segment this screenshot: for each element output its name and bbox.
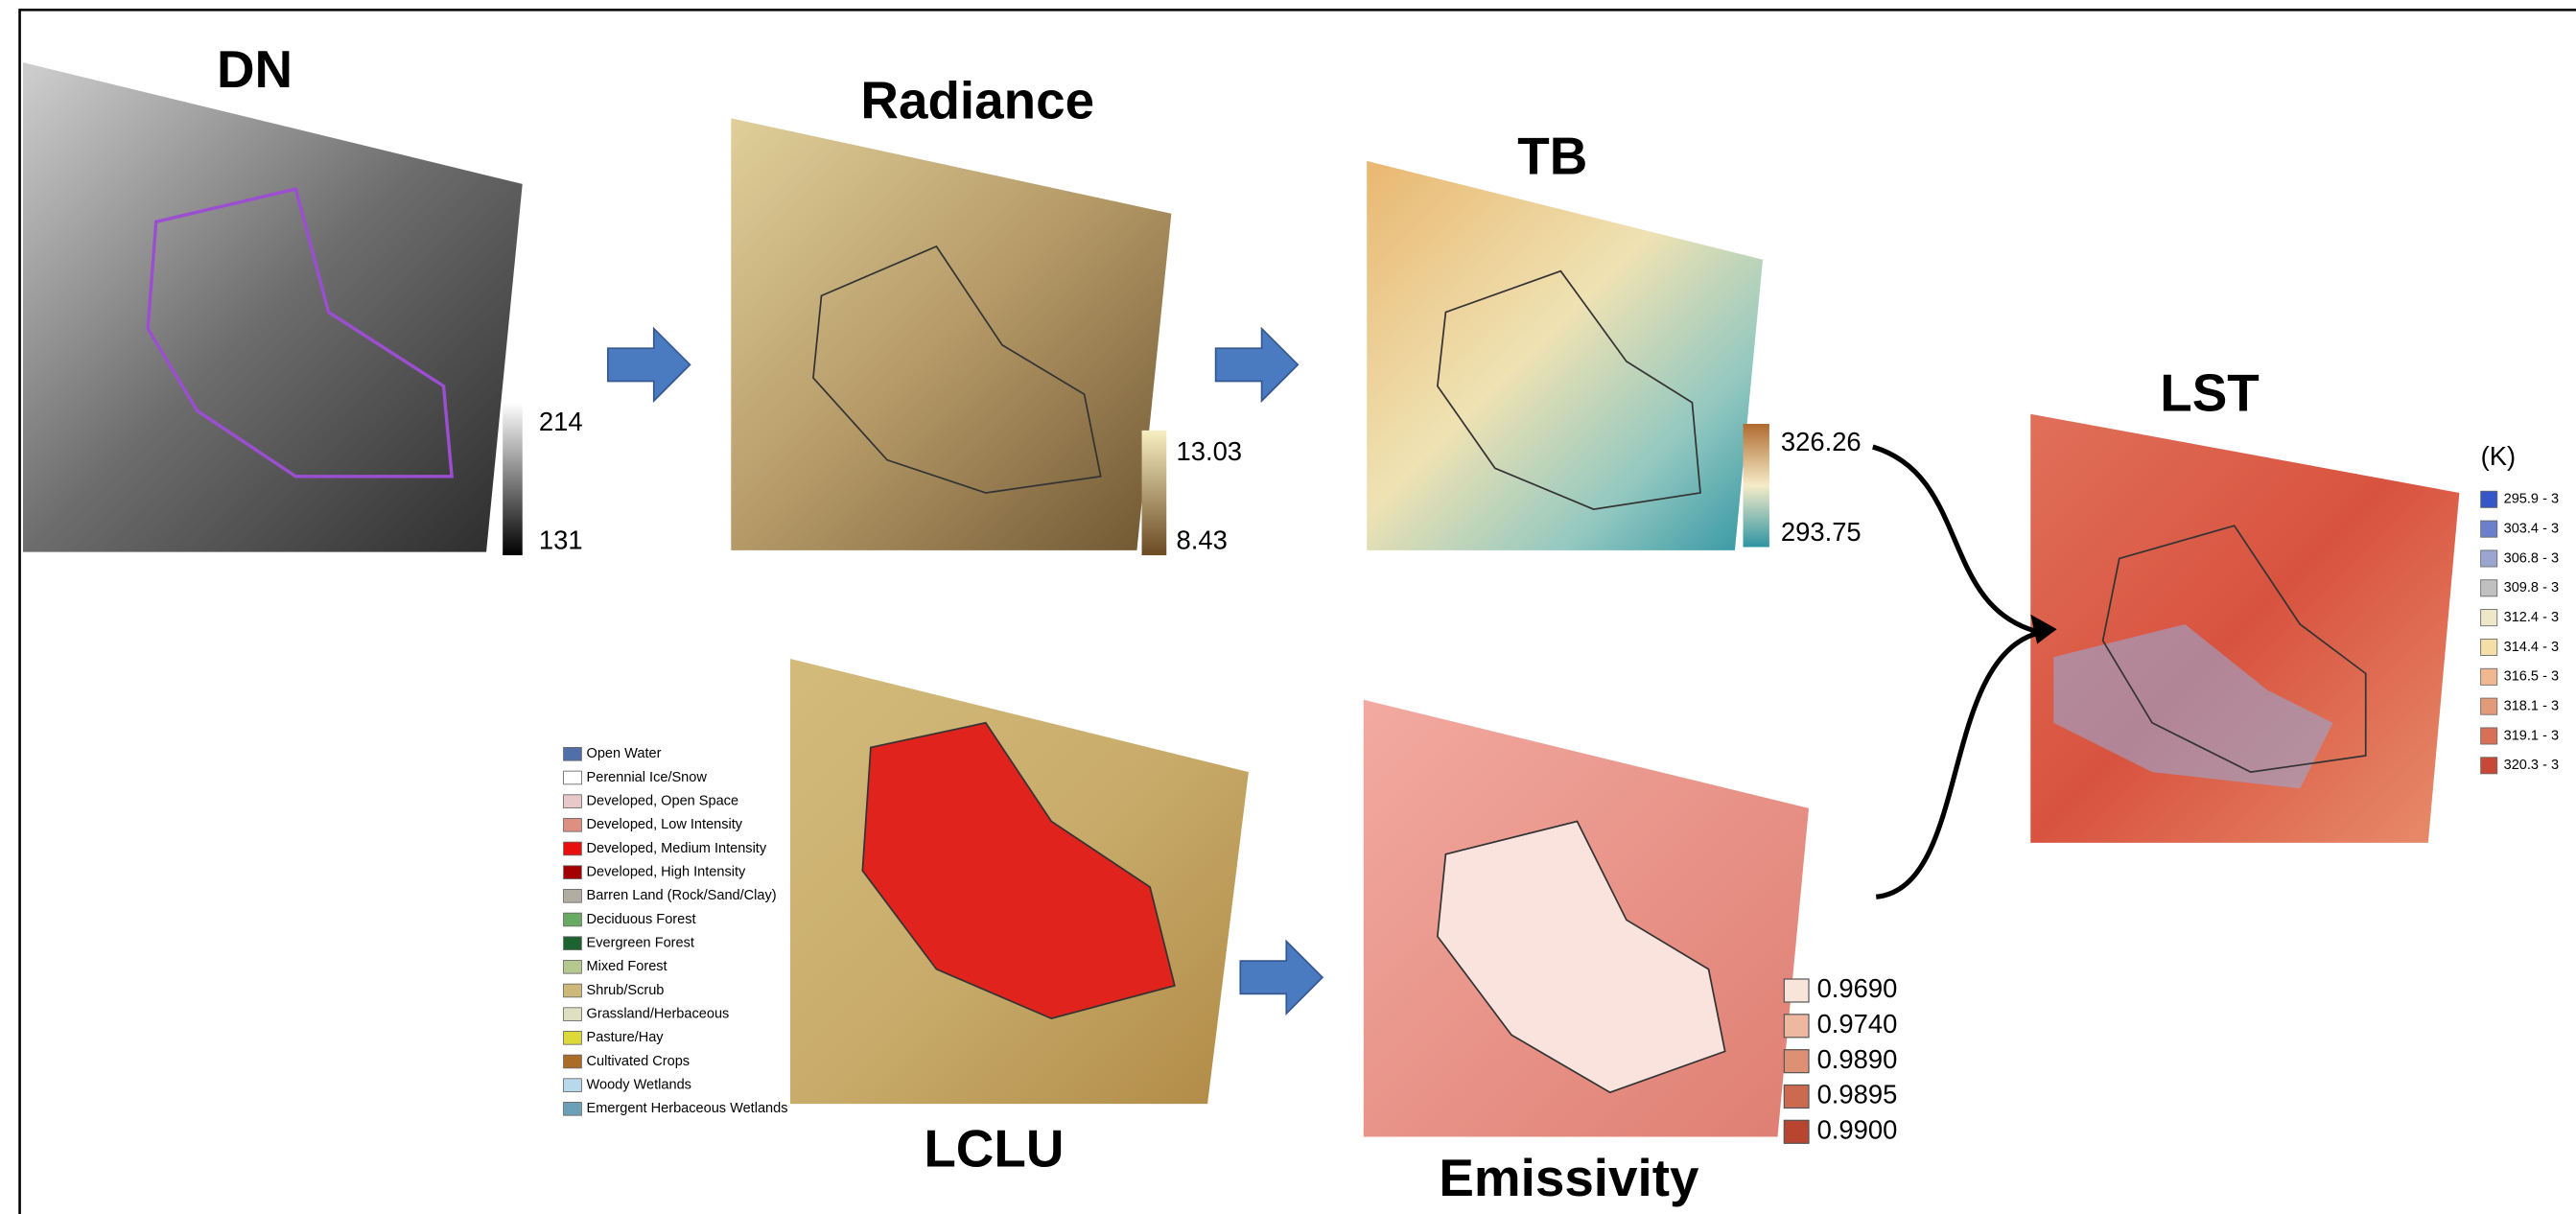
legend-label: 0.9890 xyxy=(1817,1044,1898,1074)
legend-label: 306.8 - 3 xyxy=(2504,550,2559,566)
panel-title: DN xyxy=(217,39,293,99)
legend-label: 214 xyxy=(539,407,583,436)
legend-swatch xyxy=(564,818,582,831)
legend-swatch xyxy=(564,866,582,879)
legend-unit: (K) xyxy=(2481,441,2517,471)
legend-label: Evergreen Forest xyxy=(587,935,694,950)
legend-label: Grassland/Herbaceous xyxy=(587,1006,730,1021)
legend-label: 131 xyxy=(539,525,583,555)
legend-label: Deciduous Forest xyxy=(587,912,696,927)
legend-label: Open Water xyxy=(587,746,662,761)
legend-label: 0.9690 xyxy=(1817,973,1898,1003)
legend-swatch xyxy=(564,1102,582,1115)
legend-swatch xyxy=(564,937,582,950)
legend-label: 293.75 xyxy=(1781,517,1862,547)
curve-arrow xyxy=(1876,633,2040,898)
radiance-colorbar xyxy=(1142,431,1167,555)
legend-swatch xyxy=(2481,668,2497,685)
legend-swatch xyxy=(1784,1120,1809,1143)
legend-swatch xyxy=(2481,758,2497,774)
legend-label: 319.1 - 3 xyxy=(2504,728,2559,743)
legend-swatch xyxy=(2481,610,2497,626)
legend-label: Developed, Open Space xyxy=(587,793,739,808)
legend-label: Mixed Forest xyxy=(587,959,667,974)
legend-swatch xyxy=(2481,521,2497,537)
legend-label: 316.5 - 3 xyxy=(2504,669,2559,685)
legend-swatch xyxy=(564,795,582,808)
legend-label: Developed, High Intensity xyxy=(587,864,746,879)
legend-label: 326.26 xyxy=(1781,427,1862,456)
legend-label: 309.8 - 3 xyxy=(2504,580,2559,595)
legend-swatch xyxy=(2481,491,2497,507)
legend-swatch xyxy=(2481,550,2497,567)
legend-label: 0.9900 xyxy=(1817,1115,1898,1145)
legend-swatch xyxy=(564,960,582,973)
arrow xyxy=(1240,942,1323,1014)
legend-swatch xyxy=(564,842,582,855)
legend-swatch xyxy=(564,1055,582,1068)
legend-label: 295.9 - 3 xyxy=(2504,492,2559,507)
legend-label: 314.4 - 3 xyxy=(2504,640,2559,655)
arrow xyxy=(608,329,691,401)
legend-label: Perennial Ice/Snow xyxy=(587,770,708,785)
legend-swatch xyxy=(564,889,582,902)
panel-title: Emissivity xyxy=(1439,1148,1699,1207)
legend-swatch xyxy=(2481,639,2497,655)
tb-map xyxy=(1367,161,1763,550)
panel-title: Radiance xyxy=(860,70,1094,129)
legend-label: 0.9895 xyxy=(1817,1080,1898,1109)
legend-swatch xyxy=(2481,728,2497,744)
legend-swatch xyxy=(2481,698,2497,714)
legend-label: Emergent Herbaceous Wetlands xyxy=(587,1101,788,1116)
legend-label: Developed, Medium Intensity xyxy=(587,841,767,856)
legend-label: 318.1 - 3 xyxy=(2504,698,2559,713)
legend-label: 312.4 - 3 xyxy=(2504,610,2559,625)
legend-swatch xyxy=(564,984,582,997)
legend-label: 303.4 - 3 xyxy=(2504,521,2559,536)
legend-label: Shrub/Scrub xyxy=(587,983,665,998)
radiance-map xyxy=(731,118,1171,550)
legend-swatch xyxy=(564,1079,582,1092)
arrow xyxy=(1216,329,1299,401)
legend-swatch xyxy=(564,771,582,784)
legend-label: Barren Land (Rock/Sand/Clay) xyxy=(587,888,777,903)
legend-swatch xyxy=(1784,1050,1809,1073)
panel-title: LST xyxy=(2160,362,2260,422)
legend-label: Pasture/Hay xyxy=(587,1030,665,1045)
legend-swatch xyxy=(564,913,582,926)
legend-swatch xyxy=(564,1031,582,1044)
legend-swatch xyxy=(1784,1085,1809,1108)
tb-colorbar xyxy=(1744,424,1769,547)
legend-label: 0.9740 xyxy=(1817,1009,1898,1039)
page: DN Radiance TB LST LCLU Emissivity 214 1… xyxy=(0,0,2576,1214)
legend-swatch xyxy=(2481,580,2497,596)
panel-title: TB xyxy=(1517,127,1587,186)
legend-label: 320.3 - 3 xyxy=(2504,758,2559,773)
legend-swatch xyxy=(1784,1015,1809,1038)
legend-label: Developed, Low Intensity xyxy=(587,817,743,832)
dn-map xyxy=(23,62,523,551)
legend-label: Cultivated Crops xyxy=(587,1054,691,1069)
legend-swatch xyxy=(564,747,582,760)
panel-title: LCLU xyxy=(924,1118,1064,1178)
legend-label: Woody Wetlands xyxy=(587,1078,691,1093)
dn-colorbar xyxy=(503,403,523,555)
legend-label: 13.03 xyxy=(1177,436,1243,466)
curve-arrow xyxy=(1873,447,2041,633)
figure: DN Radiance TB LST LCLU Emissivity 214 1… xyxy=(0,0,2576,1214)
legend-swatch xyxy=(1784,979,1809,1002)
legend-swatch xyxy=(564,1008,582,1021)
legend-label: 8.43 xyxy=(1177,525,1228,555)
